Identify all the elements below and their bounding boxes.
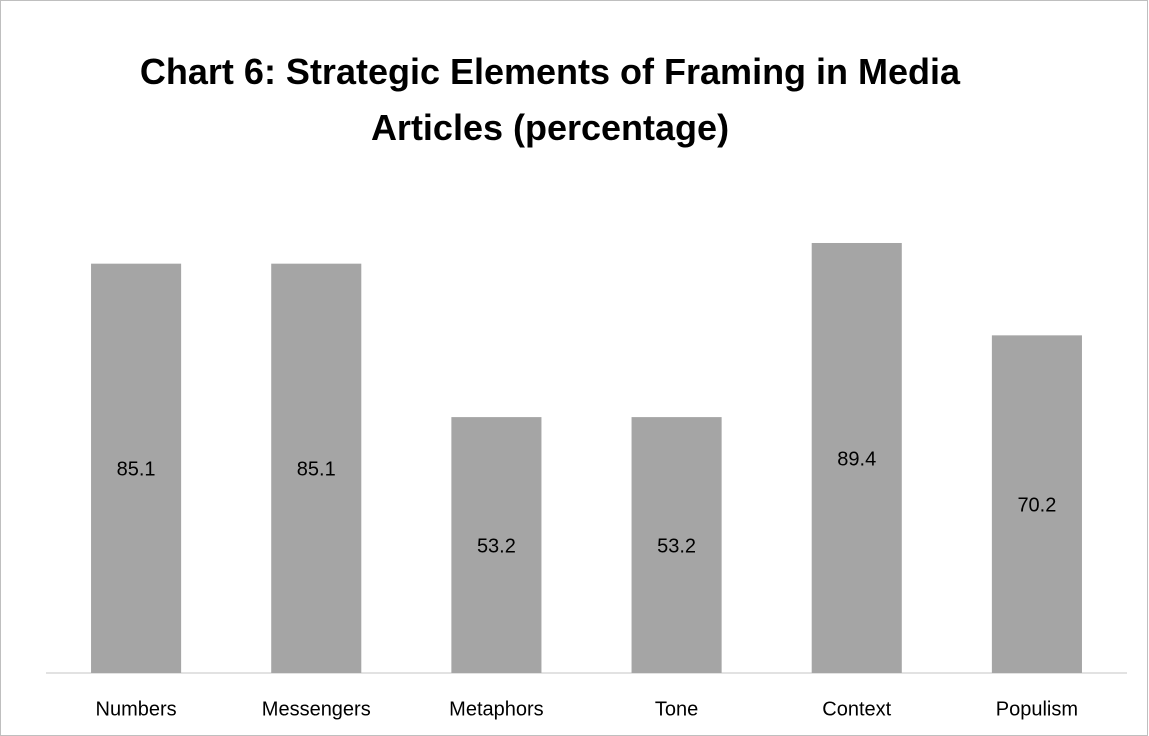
- bar: [811, 242, 902, 673]
- bar: [631, 417, 722, 673]
- x-tick-label: Populism: [996, 698, 1078, 720]
- bar: [271, 263, 362, 673]
- x-tick-label: Tone: [655, 698, 698, 720]
- chart-title: Chart 6: Strategic Elements of Framing i…: [139, 51, 961, 148]
- data-label: 53.2: [477, 535, 516, 557]
- data-label: 85.1: [297, 459, 336, 481]
- data-label: 53.2: [657, 535, 696, 557]
- x-tick-label: Messengers: [262, 698, 371, 720]
- data-label: 70.2: [1017, 494, 1056, 516]
- x-tick-label: Numbers: [96, 698, 177, 720]
- x-tick-label: Metaphors: [449, 698, 544, 720]
- bar: [451, 417, 542, 673]
- x-tick-label: Context: [822, 698, 891, 720]
- data-label: 85.1: [117, 459, 156, 481]
- bar: [991, 335, 1082, 673]
- data-label: 89.4: [837, 448, 876, 470]
- bar: [91, 263, 182, 673]
